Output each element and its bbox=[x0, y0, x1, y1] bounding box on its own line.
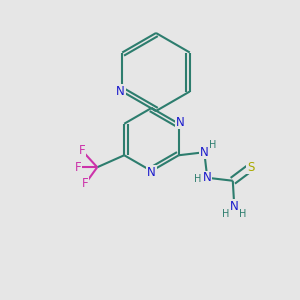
Text: S: S bbox=[247, 161, 254, 174]
Text: F: F bbox=[82, 177, 88, 190]
Text: H: H bbox=[239, 209, 246, 219]
Text: F: F bbox=[74, 161, 81, 174]
Text: F: F bbox=[79, 144, 86, 157]
Text: N: N bbox=[116, 85, 125, 98]
Text: N: N bbox=[147, 166, 156, 179]
Text: H: H bbox=[209, 140, 216, 150]
Text: N: N bbox=[230, 200, 239, 213]
Text: N: N bbox=[203, 171, 212, 184]
Text: H: H bbox=[194, 174, 201, 184]
Text: H: H bbox=[222, 209, 230, 219]
Text: N: N bbox=[176, 116, 185, 129]
Text: N: N bbox=[200, 146, 209, 159]
